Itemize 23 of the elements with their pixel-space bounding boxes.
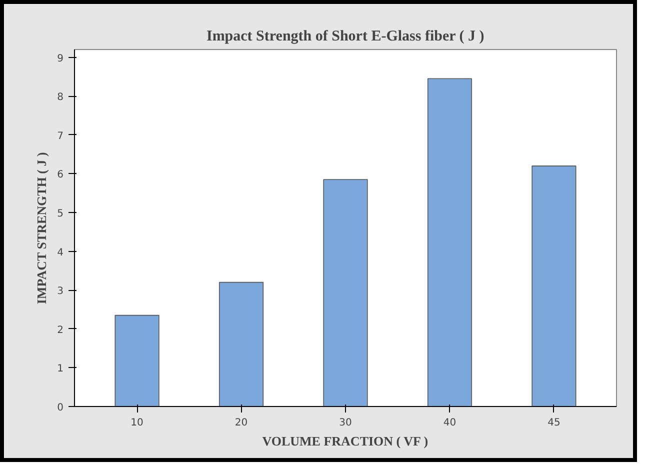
y-tick-label: 3 <box>57 286 64 298</box>
y-tick-label: 0 <box>57 402 64 414</box>
x-tick-label: 40 <box>443 418 456 428</box>
y-tick-label: 4 <box>57 247 64 258</box>
x-tick-label: 30 <box>339 418 352 428</box>
x-tick-label: 20 <box>234 418 248 428</box>
y-tick-label: 9 <box>57 53 64 64</box>
y-tick-label: 7 <box>57 130 64 142</box>
bar <box>427 78 472 406</box>
bar <box>218 282 264 406</box>
x-tick-label: 45 <box>548 418 560 428</box>
y-tick-label: 2 <box>57 324 64 336</box>
y-tick-label: 5 <box>57 208 64 220</box>
x-tick-label: 10 <box>130 418 144 428</box>
y-axis-title: IMPACT STRENGTH ( J ) <box>34 152 50 304</box>
bar <box>114 314 160 406</box>
x-axis-title: VOLUME FRACTION ( VF ) <box>262 434 428 448</box>
chart-title: Impact Strength of Short E-Glass fiber ( J ) <box>206 28 484 44</box>
y-tick-label: 6 <box>57 170 64 181</box>
y-tick-label: 8 <box>57 92 64 104</box>
bar <box>323 179 368 406</box>
y-tick-label: 1 <box>57 364 64 375</box>
bar <box>532 166 576 406</box>
